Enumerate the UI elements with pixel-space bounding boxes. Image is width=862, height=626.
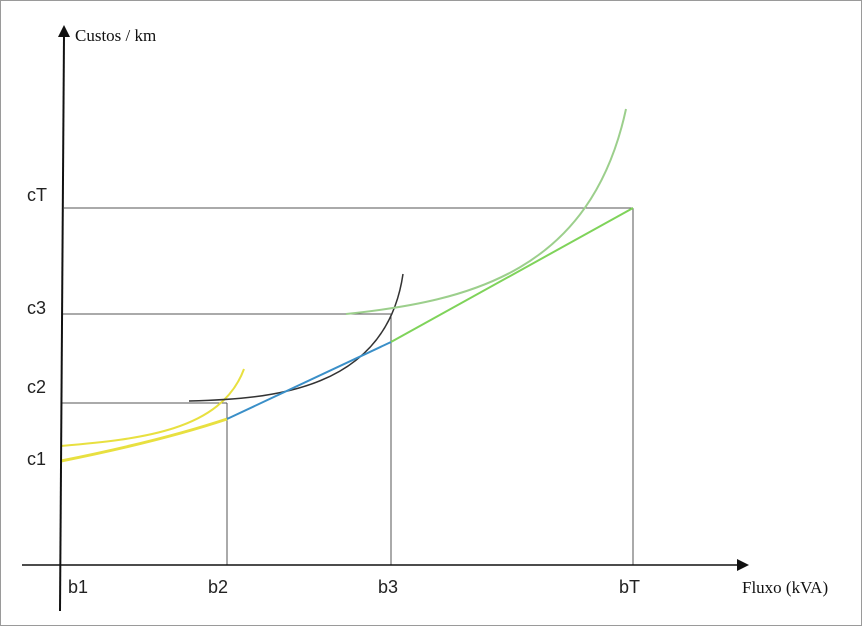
envelope-segment-yellow	[60, 417, 228, 463]
cost-curve-b2	[188, 273, 404, 402]
y-axis	[59, 34, 65, 612]
y-axis-title: Custos / km	[75, 26, 156, 45]
y-label-c1: c1	[27, 449, 46, 469]
x-label-b1: b1	[68, 577, 88, 597]
x-label-b3: b3	[378, 577, 398, 597]
y-label-cT: cT	[27, 185, 47, 205]
y-label-c2: c2	[27, 377, 46, 397]
x-label-bT: bT	[619, 577, 640, 597]
envelope-segment-green	[390, 207, 634, 343]
cost-curve-b3	[345, 108, 627, 315]
x-label-b2: b2	[208, 577, 228, 597]
y-axis-arrowhead	[58, 25, 70, 37]
x-axis-arrowhead	[737, 559, 749, 571]
y-label-c3: c3	[27, 298, 46, 318]
envelope-segment-blue	[226, 341, 392, 420]
cost-curve-b1	[60, 368, 245, 447]
x-axis-title: Fluxo (kVA)	[742, 578, 828, 597]
